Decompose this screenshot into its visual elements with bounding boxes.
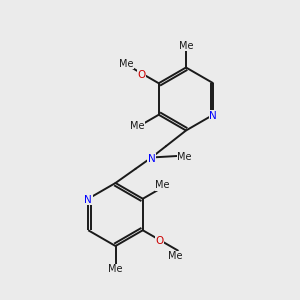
- Text: Me: Me: [130, 122, 145, 131]
- Text: Me: Me: [155, 181, 169, 190]
- Text: Me: Me: [179, 41, 193, 51]
- Text: Me: Me: [108, 265, 123, 275]
- Text: Me: Me: [168, 251, 182, 261]
- Text: N: N: [209, 111, 217, 121]
- Text: Me: Me: [119, 59, 134, 69]
- Text: O: O: [155, 236, 164, 246]
- Text: N: N: [148, 154, 155, 164]
- Text: O: O: [138, 70, 146, 80]
- Text: Me: Me: [177, 152, 192, 162]
- Text: N: N: [84, 195, 92, 205]
